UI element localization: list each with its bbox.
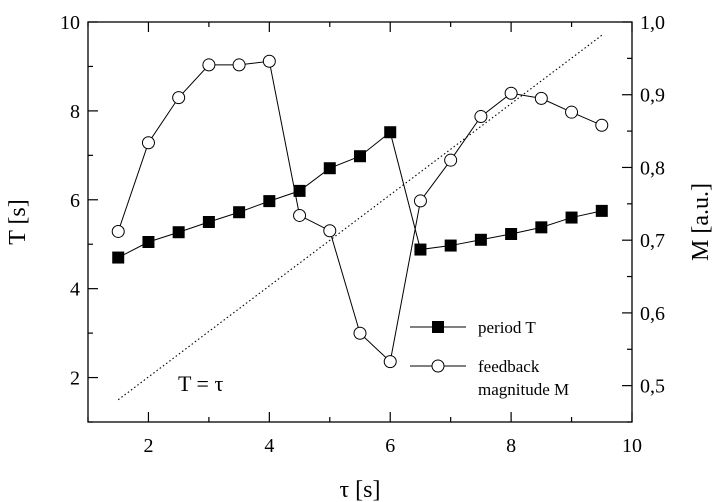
data-point-feedback: [383, 355, 397, 369]
data-point-feedback: [323, 224, 337, 238]
x-tick-label: 2: [143, 435, 153, 457]
y-right-tick-label: 0,9: [640, 85, 665, 107]
y-right-tick-label: 0,8: [640, 157, 665, 179]
reference-layer: [117, 34, 603, 401]
x-tick-label: 4: [264, 435, 274, 457]
data-point-period: [414, 243, 427, 256]
data-point-feedback: [141, 136, 155, 150]
data-point-period: [444, 239, 457, 252]
y-right-tick-label: 0,7: [640, 230, 665, 252]
y-left-axis-title: T [s]: [5, 199, 31, 245]
data-point-feedback: [262, 54, 276, 68]
legend-marker-period: [432, 321, 444, 333]
y-right-axis-title: M [a.u.]: [688, 183, 714, 261]
reference-line-label: T = τ: [178, 371, 223, 396]
data-point-feedback: [474, 110, 488, 124]
legend-label-period: period T: [478, 318, 536, 337]
x-tick-label: 6: [385, 435, 395, 457]
data-point-feedback: [595, 118, 609, 132]
series-layer: [111, 54, 609, 369]
data-point-period: [595, 204, 608, 217]
y-left-tick-label: 4: [70, 279, 80, 301]
data-point-period: [172, 226, 185, 239]
data-point-feedback: [534, 91, 548, 105]
legend: period T feedback magnitude M: [410, 318, 569, 399]
data-point-period: [202, 216, 215, 228]
data-point-feedback: [172, 91, 186, 105]
ticks-layer: 2 4 6 8 10 2 4 6 8 10 0,5 0,6 0,7 0,8 0,9 1,0: [60, 12, 665, 457]
data-point-period: [233, 206, 246, 219]
data-point-feedback: [444, 153, 458, 167]
data-point-feedback: [413, 194, 427, 208]
legend-label-feedback: feedback: [478, 357, 540, 376]
data-point-period: [323, 162, 336, 175]
data-point-feedback: [565, 105, 579, 119]
data-point-period: [263, 195, 276, 208]
y-left-tick-label: 6: [70, 190, 80, 212]
data-point-period: [474, 233, 487, 246]
reference-line: [117, 34, 603, 401]
y-right-tick-label: 0,6: [640, 303, 665, 325]
data-point-period: [535, 221, 548, 234]
x-tick-label: 8: [506, 435, 516, 457]
legend-label-magnitude: magnitude M: [478, 380, 569, 399]
data-point-feedback: [232, 58, 246, 72]
data-point-feedback: [202, 58, 216, 72]
series-line-feedback: [117, 60, 602, 363]
plot-frame: [87, 21, 633, 423]
data-point-period: [565, 211, 578, 224]
data-point-feedback: [293, 208, 307, 222]
y-left-tick-label: 8: [70, 101, 80, 123]
data-point-period: [384, 126, 397, 139]
data-point-feedback: [504, 86, 518, 100]
data-point-period: [293, 184, 306, 197]
data-point-period: [142, 236, 155, 248]
y-right-tick-label: 0,5: [640, 376, 665, 398]
data-point-feedback: [353, 326, 367, 340]
y-right-tick-label: 1,0: [640, 12, 665, 34]
data-point-period: [112, 251, 125, 264]
y-left-tick-label: 2: [70, 368, 80, 390]
x-axis-title: τ [s]: [340, 477, 381, 502]
legend-marker-feedback: [431, 359, 445, 373]
data-point-period: [354, 150, 366, 163]
data-point-period: [505, 228, 518, 240]
x-tick-label: 10: [622, 435, 642, 457]
y-left-tick-label: 10: [60, 12, 80, 34]
data-point-feedback: [111, 224, 125, 238]
